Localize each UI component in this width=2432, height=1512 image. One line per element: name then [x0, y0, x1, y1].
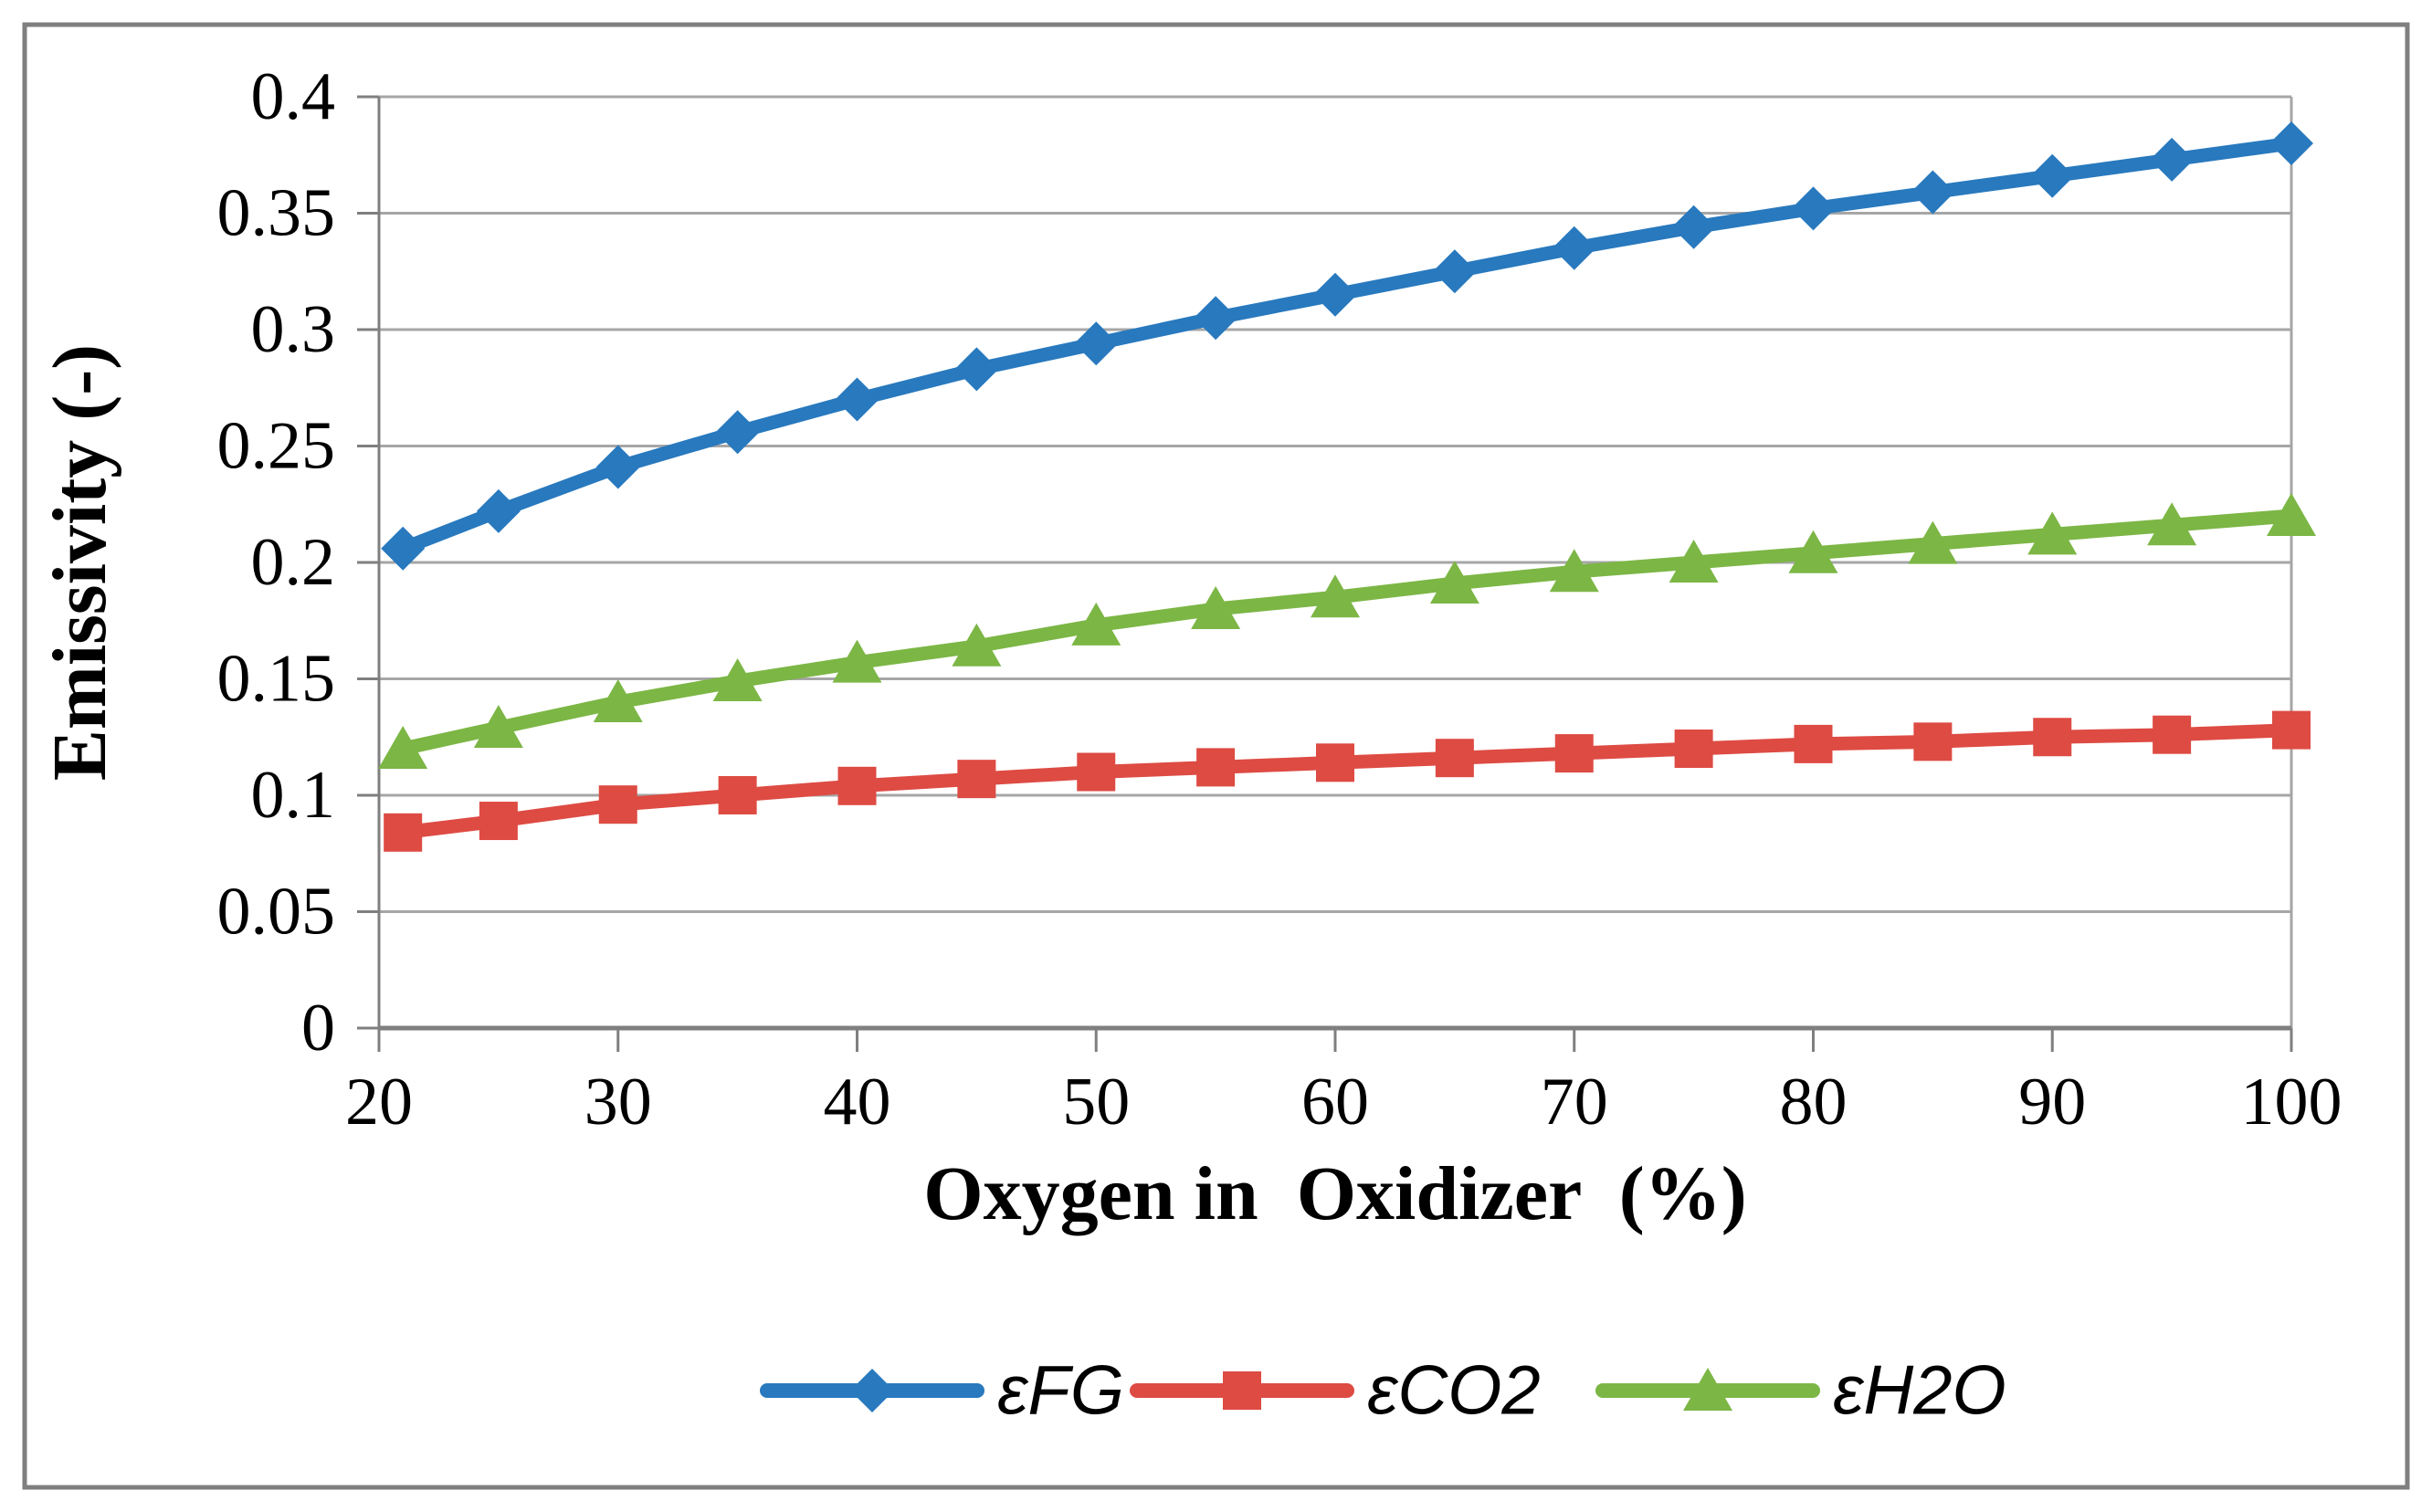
x-tick-label: 80	[1780, 1065, 1848, 1139]
y-tick-label: 0	[301, 991, 335, 1066]
efg-data-point-marker	[476, 488, 521, 533]
efg-data-point-marker	[1911, 170, 1955, 215]
eco2-data-point-marker	[957, 760, 996, 799]
efg-data-point-marker	[1791, 186, 1836, 231]
eh2o-data-point-marker	[1311, 574, 1360, 618]
x-tick-label: 30	[584, 1065, 652, 1139]
efg-data-point-marker	[1552, 226, 1596, 270]
y-tick-label: 0.35	[217, 176, 336, 251]
series-eh2o	[378, 493, 2316, 769]
efg-data-point-marker	[2269, 121, 2313, 165]
efg-data-point-marker	[1194, 296, 1238, 341]
efg-data-point-marker	[595, 445, 640, 489]
legend-item-efg: εFG	[760, 1352, 1124, 1430]
eco2-data-point-marker	[1435, 739, 1474, 778]
x-tick-label: 70	[1541, 1065, 1608, 1139]
legend-label-eco2: εCO2	[1367, 1352, 1541, 1430]
eco2-data-point-marker	[1196, 748, 1236, 787]
eco2-data-point-marker	[2033, 718, 2072, 757]
eh2o-data-point-marker	[593, 679, 643, 722]
eco2-data-point-marker	[1674, 730, 1713, 768]
y-tick-label: 0.3	[251, 292, 336, 367]
legend-label-eh2o: εH2O	[1833, 1352, 2006, 1430]
legend: εFG εCO2 εH2O	[760, 1352, 2006, 1430]
y-tick-label: 0.25	[217, 409, 336, 484]
eh2o-data-point-marker	[1549, 549, 1599, 593]
y-tick-label: 0.15	[217, 642, 336, 717]
efg-data-point-marker	[381, 526, 426, 571]
eco2-data-point-marker	[1913, 722, 1953, 761]
eh2o-data-point-marker	[952, 623, 1002, 667]
y-tick-label: 0.1	[251, 758, 336, 833]
eco2-data-point-marker	[479, 802, 518, 841]
eh2o-data-point-marker	[1429, 560, 1479, 604]
y-tick-label: 0.4	[251, 59, 336, 134]
eco2-data-point-marker	[1316, 743, 1354, 782]
efg-data-point-marker	[1074, 321, 1119, 366]
eh2o-data-point-marker	[1191, 586, 1241, 629]
eh2o-data-point-marker	[2147, 502, 2197, 546]
eco2-data-point-marker	[2272, 710, 2311, 750]
series-eco2	[384, 710, 2311, 852]
eco2-data-point-marker	[718, 776, 757, 814]
eco2-data-point-marker	[598, 785, 637, 824]
eh2o-data-point-marker	[1908, 520, 1958, 564]
efg-data-point-marker	[2150, 137, 2195, 182]
legend-diamond-marker	[850, 1369, 894, 1412]
data-series	[378, 121, 2316, 852]
legend-item-eco2: εCO2	[1130, 1352, 1541, 1430]
efg-data-point-marker	[1432, 249, 1477, 294]
eh2o-data-point-marker	[1788, 530, 1838, 573]
eco2-data-point-marker	[384, 813, 423, 852]
x-tick-label: 90	[2018, 1065, 2086, 1139]
series-efg-line	[395, 136, 2299, 556]
eco2-data-point-marker	[1077, 752, 1116, 792]
series-eh2o-line	[395, 509, 2299, 756]
x-tick-label: 40	[824, 1065, 891, 1139]
eco2-data-point-marker	[2153, 715, 2192, 754]
eco2-data-point-marker	[837, 766, 877, 805]
eh2o-data-point-marker	[473, 705, 523, 749]
y-tick-label: 0.05	[217, 875, 336, 950]
eh2o-data-point-marker	[2267, 493, 2316, 536]
efg-data-point-marker	[835, 377, 879, 422]
legend-label-efg: εFG	[997, 1352, 1124, 1430]
eh2o-data-point-marker	[1669, 540, 1719, 583]
y-axis-title: Emissivity (-)	[37, 344, 122, 781]
x-tick-label: 60	[1301, 1065, 1369, 1139]
legend-item-eh2o: εH2O	[1595, 1352, 2006, 1430]
tick-labels: 0 0.05 0.1 0.15 0.2 0.25 0.3 0.35 0.4 20 30 40 50 60 7…	[217, 59, 2343, 1139]
efg-data-point-marker	[715, 410, 760, 455]
efg-data-point-marker	[954, 347, 999, 392]
axes	[357, 95, 2293, 1052]
eco2-data-point-marker	[1794, 724, 1833, 763]
efg-data-point-marker	[2030, 153, 2075, 198]
efg-data-point-marker	[1671, 205, 1716, 249]
x-axis-title: Oxygen in Oxidizer (%)	[923, 1151, 1746, 1236]
x-tick-label: 20	[345, 1065, 413, 1139]
x-tick-label: 50	[1062, 1065, 1130, 1139]
gridlines	[379, 95, 2293, 1028]
eh2o-data-point-marker	[1071, 602, 1121, 646]
y-tick-label: 0.2	[251, 525, 336, 600]
eh2o-data-point-marker	[2027, 511, 2078, 555]
eco2-data-point-marker	[1554, 734, 1594, 773]
legend-square-marker	[1223, 1371, 1261, 1410]
chart-border	[22, 22, 2410, 1490]
eh2o-data-point-marker	[712, 658, 763, 702]
x-tick-label: 100	[2241, 1065, 2343, 1139]
legend-triangle-marker	[1683, 1368, 1732, 1411]
eh2o-data-point-marker	[378, 726, 428, 769]
eh2o-data-point-marker	[832, 639, 882, 683]
efg-data-point-marker	[1313, 272, 1357, 317]
series-efg	[381, 121, 2313, 571]
